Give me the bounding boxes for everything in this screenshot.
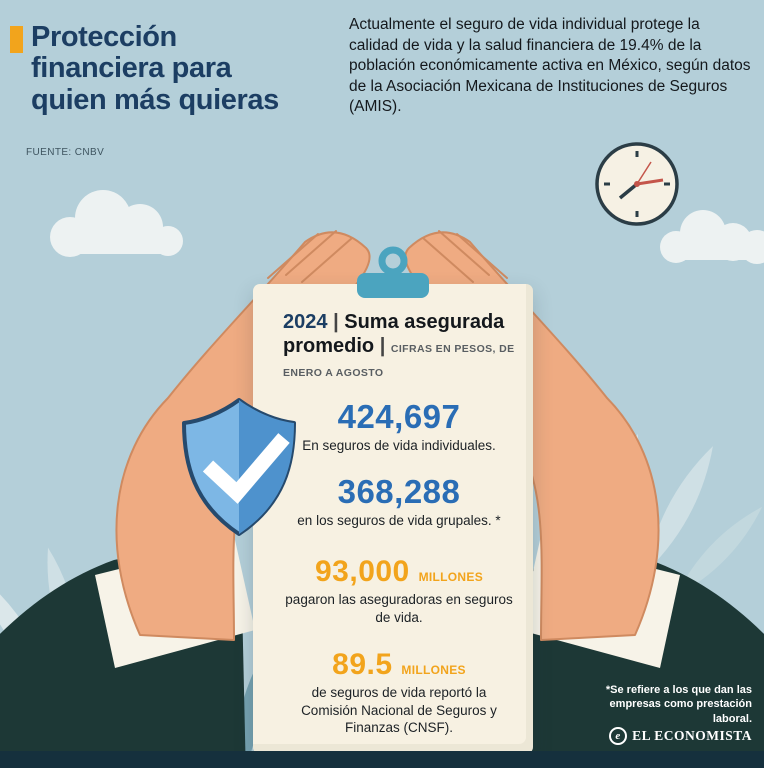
leaves-left-light: [0, 545, 88, 684]
source-label: FUENTE: CNBV: [26, 147, 105, 158]
divider: |: [379, 335, 386, 357]
brand-logo: e EL ECONOMISTA: [609, 727, 752, 745]
clipboard: 2024 | Suma asegurada promedio | CIFRAS …: [253, 284, 533, 754]
title-line-1: Protección: [31, 21, 177, 53]
right-cuff: [520, 540, 680, 668]
cloud-right-icon: [660, 210, 764, 264]
stat-unit: MILLONES: [418, 570, 483, 585]
brand-name: EL ECONOMISTA: [632, 728, 752, 743]
intro-paragraph: Actualmente el seguro de vida individual…: [349, 16, 751, 116]
leaves-right-light: [606, 432, 764, 603]
title-line-2: financiera para: [31, 52, 232, 85]
page-title: Protección financiera para quien más qui…: [10, 21, 279, 116]
stat-individual: 424,697 En seguros de vida individuales.: [283, 400, 515, 455]
stat-caption: En seguros de vida individuales.: [302, 438, 496, 453]
stat-caption: en los seguros de vida grupales. *: [297, 512, 501, 528]
stat-cnsf: 89.5 MILLONES de seguros de vida reportó…: [283, 650, 515, 737]
stat-unit: MILLONES: [401, 663, 466, 678]
brand-e-icon: e: [609, 727, 628, 745]
cloud-left-icon: [50, 190, 183, 257]
divider: |: [333, 311, 339, 333]
title-line-3: quien más quieras: [31, 83, 279, 116]
stat-caption: de seguros de vida reportó la Comisión N…: [301, 685, 497, 736]
stat-pagos: 93,000 MILLONES pagaron las aseguradoras…: [283, 557, 515, 626]
stat-grupal: 368,288 en los seguros de vida grupales.…: [283, 475, 515, 530]
title-bullet: [10, 26, 23, 53]
stat-value: 424,697: [337, 398, 461, 435]
year-label: 2024: [283, 311, 328, 333]
stat-value: 368,288: [337, 472, 461, 510]
left-sleeve: [0, 538, 246, 768]
footnote: *Se refiere a los que dan las empresas c…: [605, 684, 752, 725]
stat-value: 93,000: [314, 555, 410, 589]
left-cuff: [95, 540, 255, 668]
clipboard-heading: 2024 | Suma asegurada promedio | CIFRAS …: [283, 310, 521, 382]
stat-value: 89.5: [332, 648, 393, 682]
leaves-left-dark: [0, 599, 115, 768]
clock-icon: [595, 142, 679, 226]
stat-caption: pagaron las aseguradoras en seguros de v…: [285, 592, 513, 625]
bottom-bar: [0, 751, 764, 768]
